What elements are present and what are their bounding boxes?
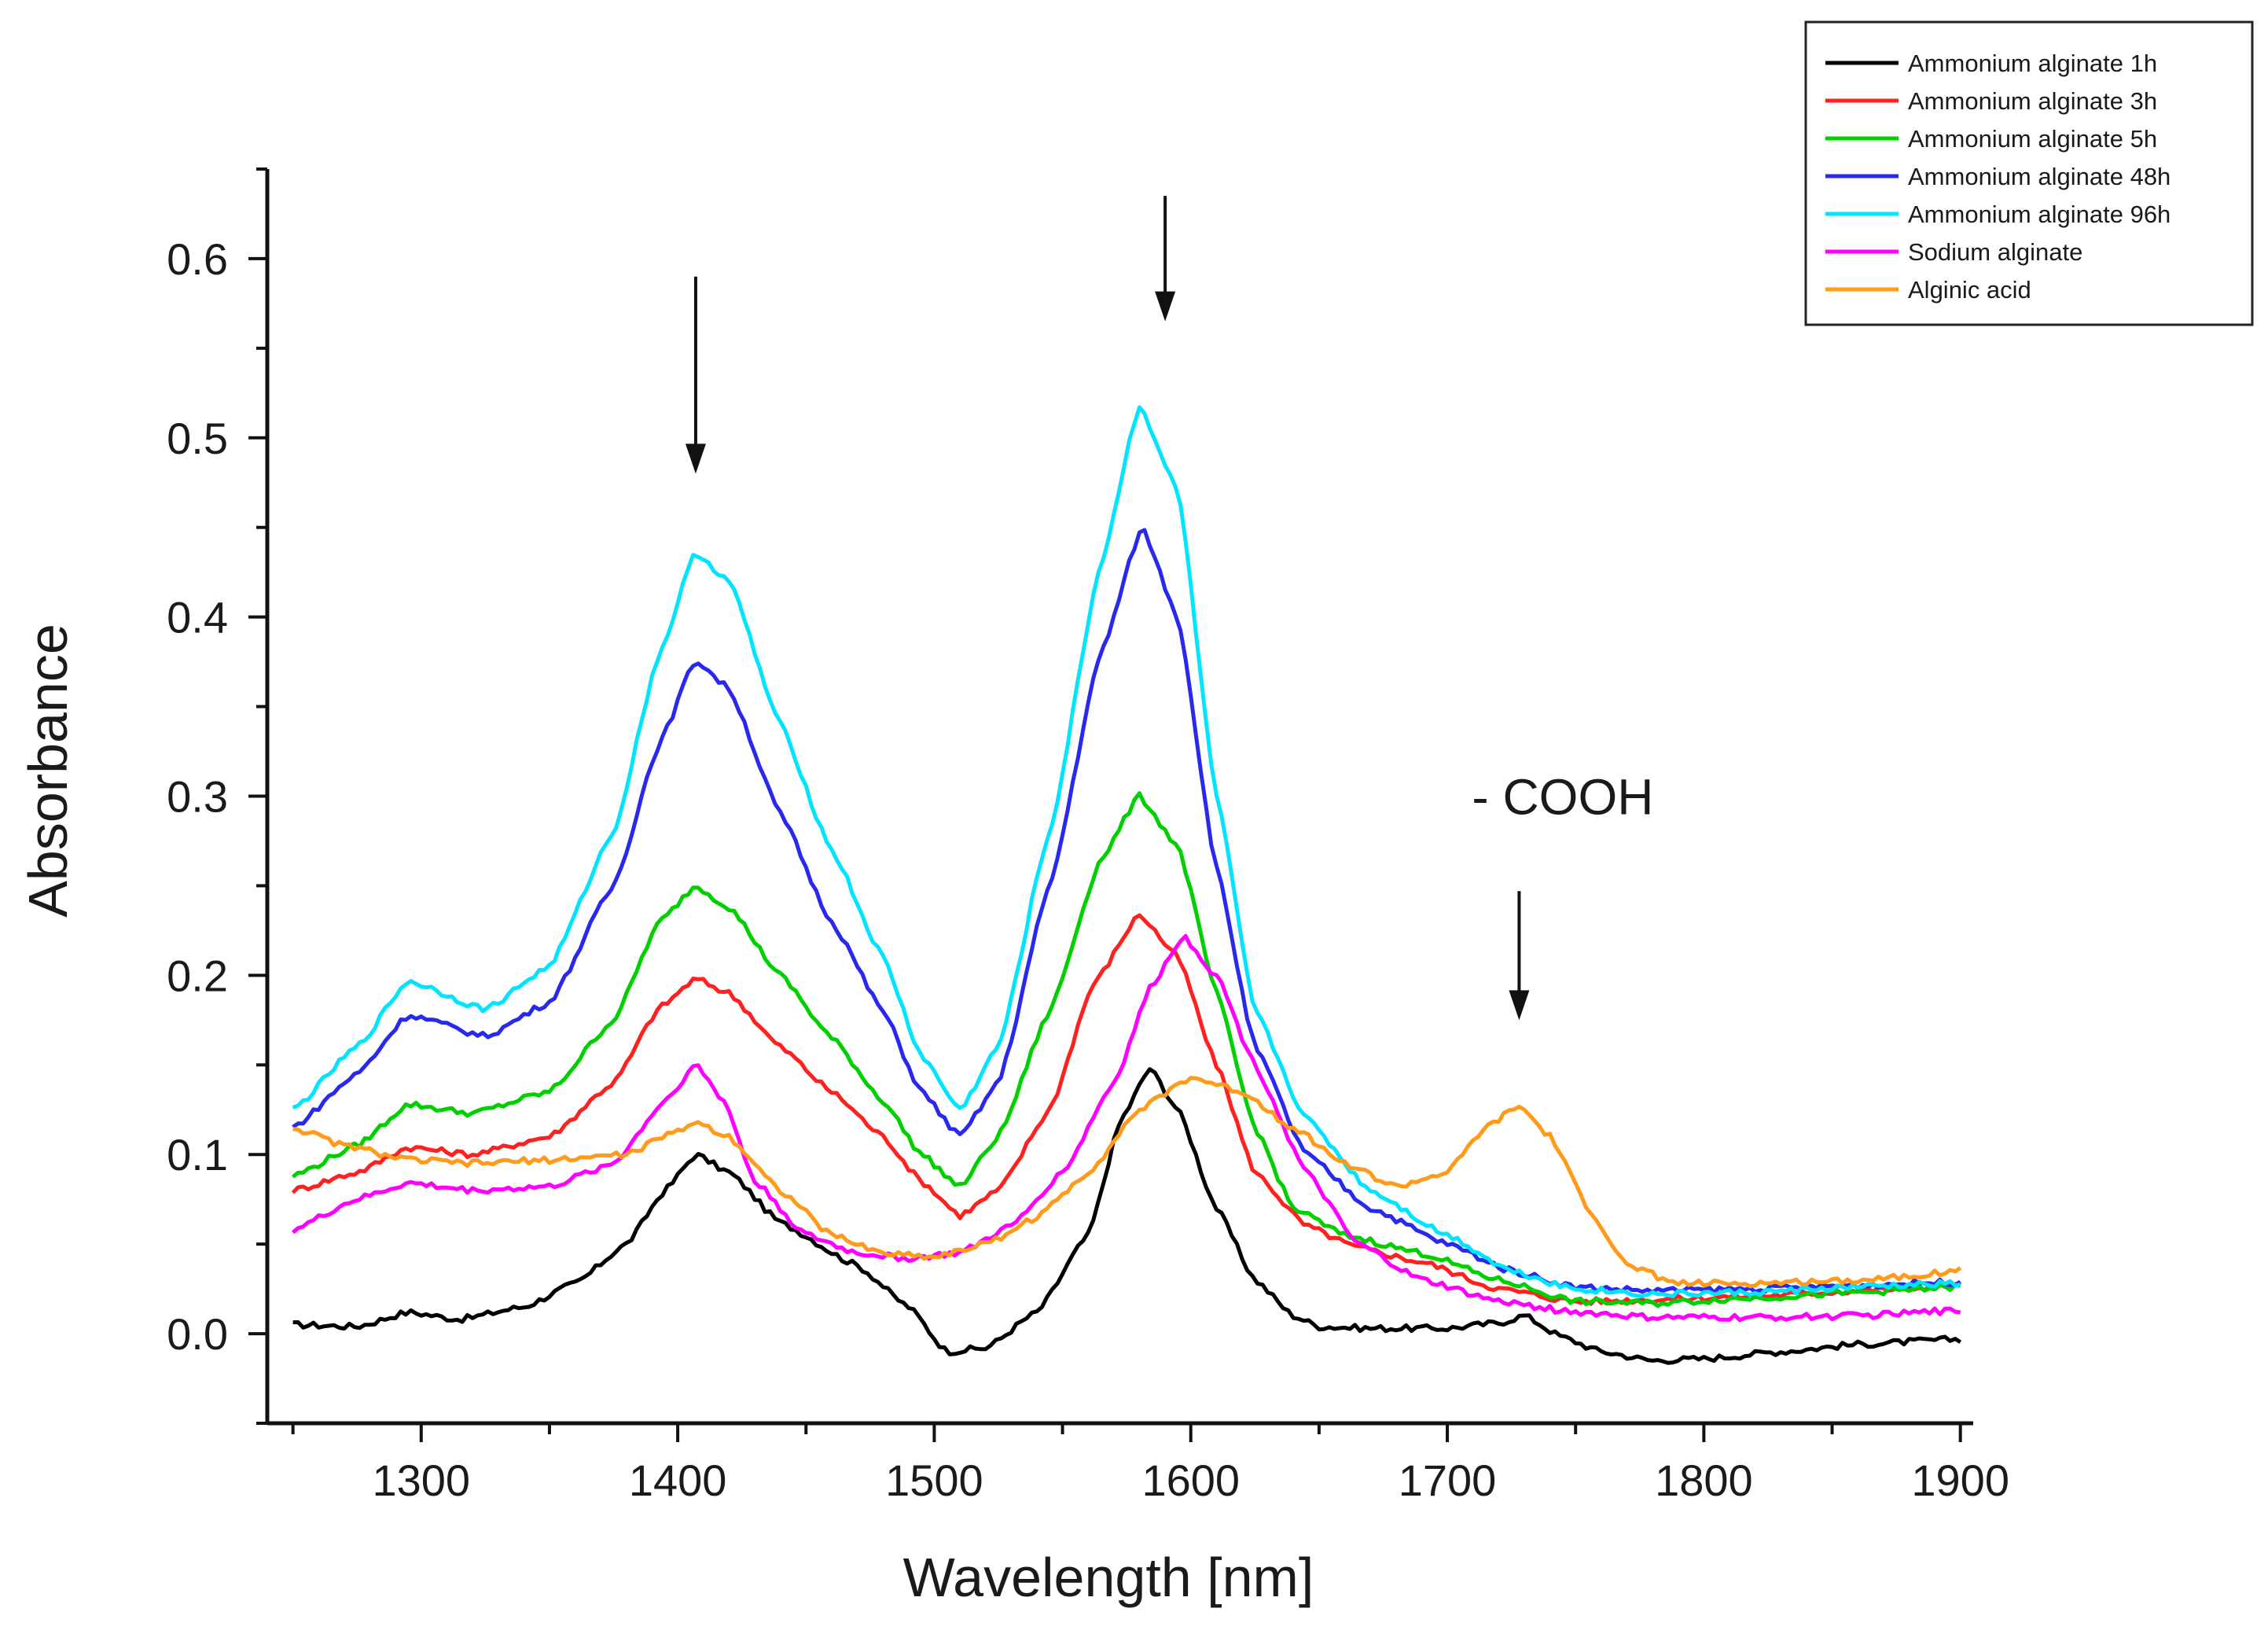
x-tick-label: 1800	[1655, 1456, 1753, 1505]
series-line-7	[292, 1076, 1962, 1289]
x-tick-label: 1300	[373, 1456, 471, 1505]
x-tick-label: 1600	[1141, 1456, 1240, 1505]
arrow-head	[1509, 990, 1530, 1021]
series-line-1	[292, 1067, 1962, 1365]
x-tick-label: 1700	[1399, 1456, 1497, 1505]
series-line-6	[291, 933, 1961, 1323]
arrow-head	[1155, 291, 1176, 322]
legend: Ammonium alginate 1h Ammonium alginate 3h…	[1804, 20, 2254, 326]
legend-label: Alginic acid	[1908, 276, 2031, 304]
series-line-3	[292, 791, 1961, 1308]
legend-label: Ammonium alginate 48h	[1908, 163, 2171, 190]
y-tick-label: 0.4	[167, 593, 228, 642]
y-tick-label: 0.2	[167, 951, 228, 1000]
x-tick-label: 1900	[1911, 1456, 2009, 1505]
x-axis-title: Wavelength [nm]	[903, 1547, 1314, 1608]
y-tick-label: 0.0	[167, 1309, 228, 1359]
arrow-head	[685, 443, 706, 474]
legend-label: Ammonium alginate 5h	[1908, 125, 2157, 153]
y-tick-label: 0.1	[167, 1130, 228, 1179]
y-axis-title: Absorbance	[17, 624, 79, 918]
annotations: - COOH	[685, 196, 1653, 1021]
y-tick-label: 0.3	[167, 772, 228, 822]
axes	[265, 169, 1973, 1426]
x-tick-label: 1400	[629, 1456, 727, 1505]
series-line-4	[292, 528, 1962, 1295]
ticks: 1300 1400 1500 1600 1700 1800 1900 0.0 0.1 0.2 0.3…	[167, 167, 2009, 1505]
series-line-5	[292, 405, 1961, 1298]
y-tick-label: 0.5	[167, 414, 228, 463]
series-lines	[291, 405, 1962, 1365]
y-tick-label: 0.6	[167, 234, 228, 284]
legend-label: Ammonium alginate 1h	[1908, 50, 2157, 77]
legend-label: Ammonium alginate 3h	[1908, 87, 2157, 115]
legend-label: Ammonium alginate 96h	[1908, 201, 2171, 228]
cooh-annotation: - COOH	[1472, 768, 1653, 825]
legend-label: Sodium alginate	[1908, 238, 2082, 266]
legend-box	[1804, 20, 2254, 326]
x-tick-label: 1500	[885, 1456, 983, 1505]
